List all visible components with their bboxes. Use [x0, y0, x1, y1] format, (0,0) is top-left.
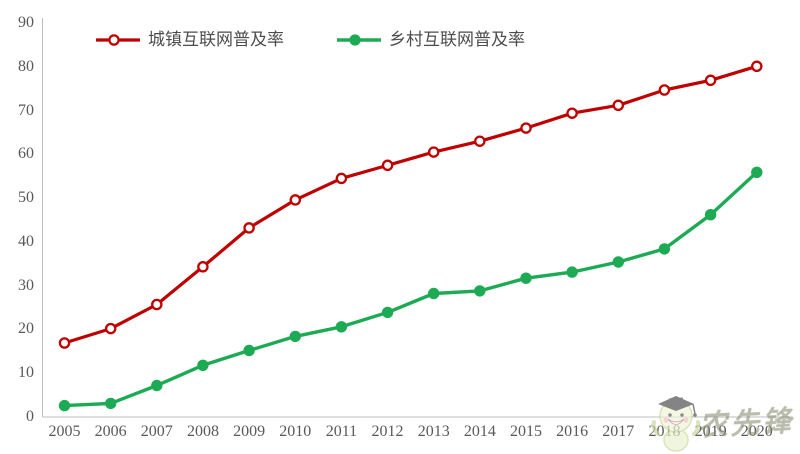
y-tick-label: 80 — [18, 57, 34, 75]
data-point — [612, 99, 625, 112]
data-point — [428, 287, 440, 300]
data-point — [658, 84, 671, 96]
x-tick-label: 2010 — [279, 423, 312, 440]
y-tick-label: 10 — [18, 364, 34, 382]
rural-series-legend-marker-icon — [337, 34, 381, 46]
data-point — [335, 321, 348, 333]
data-point — [151, 379, 163, 392]
rural-series — [58, 166, 763, 412]
data-point — [566, 107, 578, 119]
legend-label-rural: 乡村互联网普及率 — [389, 30, 525, 49]
urban-series-line — [62, 64, 759, 345]
data-point — [751, 60, 763, 73]
y-tick-label: 70 — [18, 101, 34, 119]
x-tick-label: 2005 — [48, 423, 81, 440]
data-point — [474, 285, 486, 297]
x-tick-label: 2012 — [371, 423, 404, 440]
data-point — [289, 194, 302, 206]
x-tick-label: 2006 — [94, 423, 127, 440]
data-point — [197, 359, 209, 371]
x-tick-label: 2008 — [186, 423, 219, 440]
x-tick-label: 2017 — [602, 423, 635, 440]
data-point — [612, 256, 624, 268]
data-point — [474, 135, 486, 147]
x-tick-label: 2011 — [325, 423, 358, 440]
x-tick-label: 2013 — [417, 423, 450, 440]
data-point — [381, 159, 394, 172]
y-tick-label: 60 — [18, 145, 34, 163]
data-point — [751, 166, 763, 178]
data-point — [289, 330, 301, 343]
x-tick-label: 2009 — [233, 423, 266, 440]
data-point — [566, 266, 578, 278]
urban-series-legend-marker-icon — [96, 34, 140, 46]
rural-series-line — [62, 170, 759, 408]
data-point — [520, 122, 532, 134]
x-tick-label: 2015 — [510, 423, 542, 440]
data-point — [58, 337, 71, 349]
data-point — [704, 209, 717, 221]
data-point — [658, 243, 671, 255]
data-point — [58, 399, 71, 412]
x-tick-label: 2018 — [648, 423, 681, 440]
x-tick-label: 2020 — [740, 423, 773, 440]
data-point — [151, 298, 163, 311]
data-point — [243, 344, 255, 357]
x-tick-label: 2007 — [140, 423, 173, 440]
data-point — [243, 222, 255, 234]
legend-item-urban: 城镇互联网普及率 — [95, 30, 284, 50]
legend-item-rural: 乡村互联网普及率 — [336, 30, 525, 50]
data-point — [104, 322, 117, 335]
y-tick-label: 90 — [18, 14, 34, 31]
y-tick-label: 30 — [18, 276, 34, 294]
y-tick-label: 20 — [18, 320, 34, 338]
data-point — [381, 306, 394, 319]
data-point — [335, 172, 348, 185]
data-point — [197, 261, 209, 273]
legend-label-urban: 城镇互联网普及率 — [148, 30, 284, 49]
data-point — [105, 397, 117, 410]
y-tick-label: 40 — [18, 232, 34, 250]
y-tick-label: 0 — [26, 408, 34, 425]
axes — [42, 18, 793, 418]
x-tick-label: 2014 — [463, 423, 496, 440]
data-point — [520, 272, 532, 284]
legend: 城镇互联网普及率 乡村互联网普及率 — [95, 30, 525, 50]
urban-series — [58, 60, 763, 349]
x-tick-label: 2016 — [556, 423, 589, 440]
x-tick-label: 2019 — [694, 423, 727, 440]
data-point — [427, 146, 440, 158]
y-tick-label: 50 — [18, 189, 34, 207]
data-point — [704, 74, 717, 87]
